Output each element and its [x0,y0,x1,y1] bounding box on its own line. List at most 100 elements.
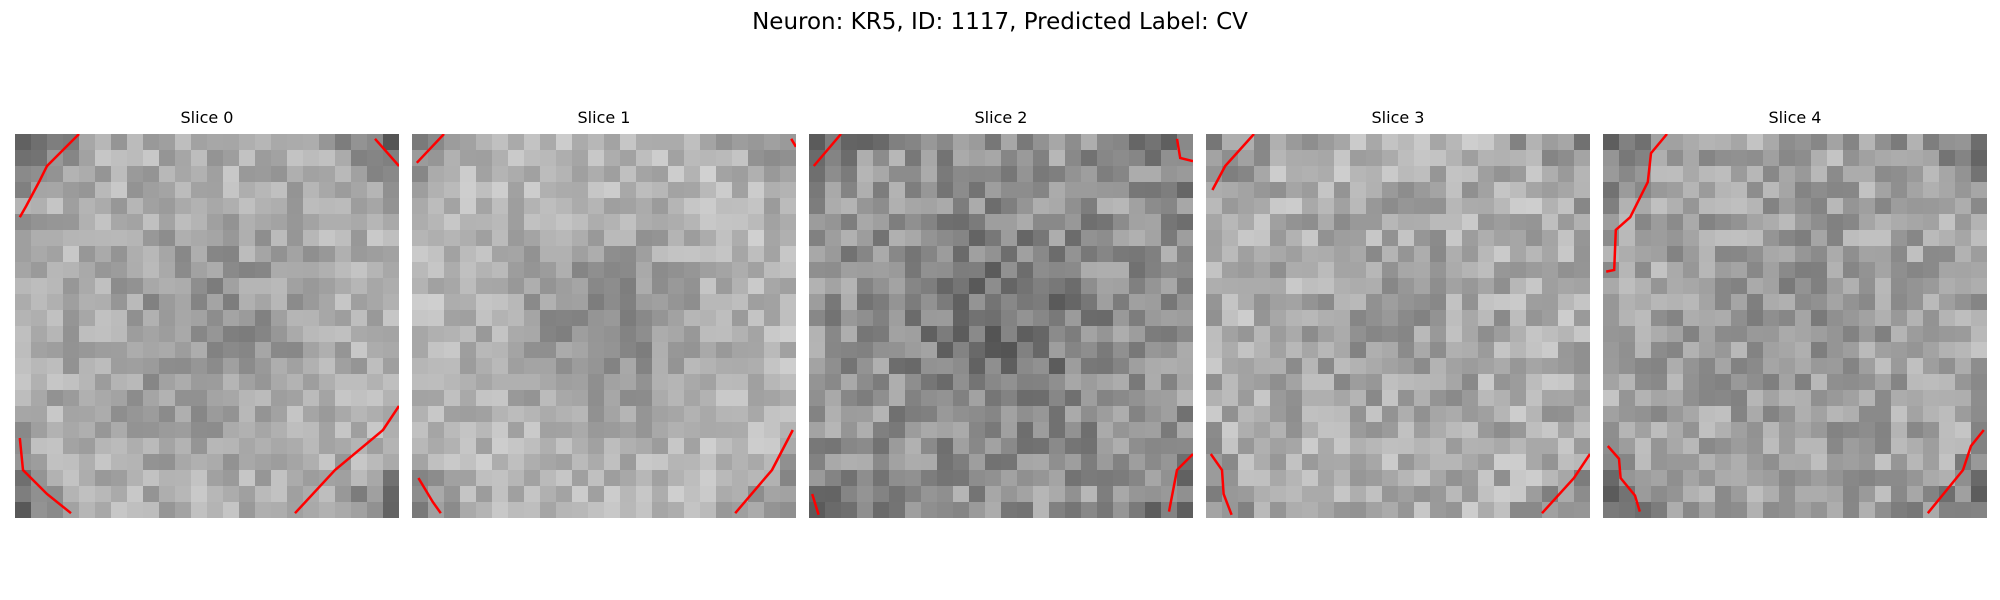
pixel [588,438,604,454]
pixel [905,166,921,182]
pixel [492,390,508,406]
pixel [1779,406,1795,422]
pixel [1238,422,1254,438]
pixel [508,150,524,166]
pixel [319,230,335,246]
pixel [1430,374,1446,390]
pixel [159,182,175,198]
pixel [1081,246,1097,262]
pixel [287,486,303,502]
pixel [1065,406,1081,422]
pixel [1619,182,1635,198]
pixel [937,390,953,406]
pixel [63,278,79,294]
pixel [207,406,223,422]
pixel [1843,342,1859,358]
pixel [159,166,175,182]
pixel [460,422,476,438]
pixel [1939,278,1955,294]
pixel [1558,422,1574,438]
pixel [1875,262,1891,278]
pixel [1446,438,1462,454]
pixel [1462,390,1478,406]
pixel [732,326,748,342]
pixel [1206,342,1222,358]
pixel [1811,134,1827,150]
pixel [1270,246,1286,262]
pixel [1542,198,1558,214]
pixel [524,198,540,214]
pixel [367,486,383,502]
pixel [287,326,303,342]
pixel [1145,374,1161,390]
pixel [700,246,716,262]
pixel [239,198,255,214]
pixel [1065,502,1081,518]
pixel [1574,262,1590,278]
pixel [383,278,399,294]
pixel [572,326,588,342]
pixel [207,326,223,342]
pixel [969,198,985,214]
pixel [1779,166,1795,182]
pixel [1334,326,1350,342]
pixel [476,246,492,262]
pixel [1731,422,1747,438]
pixel [1129,310,1145,326]
pixel [159,470,175,486]
pixel [1350,374,1366,390]
pixel [1049,358,1065,374]
pixel [953,230,969,246]
pixel [127,262,143,278]
pixel [191,246,207,262]
pixel [63,214,79,230]
pixel [1446,358,1462,374]
pixel [175,406,191,422]
pixel [1017,454,1033,470]
pixel [1350,230,1366,246]
pixel [1097,166,1113,182]
contour-line [374,137,399,167]
pixel [1254,390,1270,406]
pixel [1763,326,1779,342]
pixel [335,230,351,246]
pixel [1081,310,1097,326]
pixel [636,374,652,390]
pixel [985,390,1001,406]
pixel [1779,214,1795,230]
pixel [1065,342,1081,358]
pixel [31,294,47,310]
pixel [604,326,620,342]
pixel [271,150,287,166]
pixel [1699,486,1715,502]
pixel [223,294,239,310]
pixel [1715,182,1731,198]
pixel [1065,278,1081,294]
pixel [1574,374,1590,390]
pixel [985,454,1001,470]
pixel [207,422,223,438]
pixel [748,454,764,470]
pixel [1494,454,1510,470]
pixel [143,150,159,166]
pixel [1462,278,1478,294]
pixel [1907,262,1923,278]
pixel [319,374,335,390]
pixel [1971,486,1987,502]
pixel [937,262,953,278]
pixel [1907,454,1923,470]
pixel [748,182,764,198]
pixel [1081,278,1097,294]
pixel [985,470,1001,486]
pixel [1747,214,1763,230]
pixel [825,390,841,406]
pixel [428,198,444,214]
pixel [1017,358,1033,374]
pixel [351,294,367,310]
pixel [809,198,825,214]
pixel [1603,342,1619,358]
pixel [540,358,556,374]
contour-line [1605,134,1668,273]
pixel [47,166,63,182]
pixel [1558,166,1574,182]
